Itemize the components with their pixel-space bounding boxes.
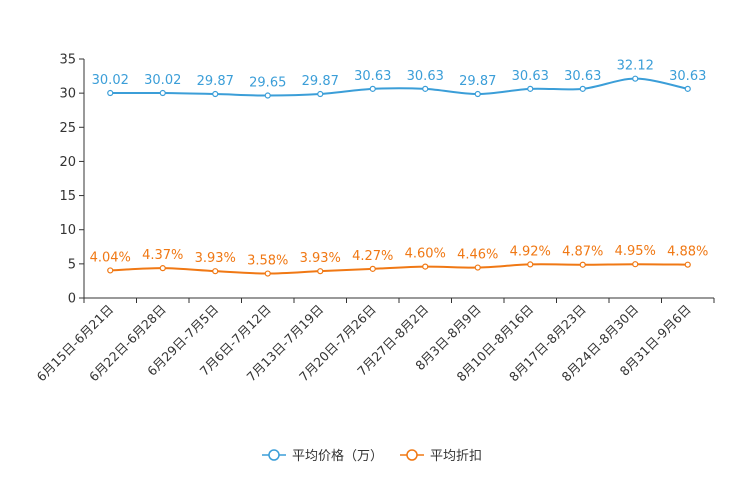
price-data-label: 29.87: [197, 74, 234, 89]
y-tick-label: 15: [59, 189, 76, 204]
price-data-label: 30.63: [512, 69, 549, 84]
discount-data-label: 4.88%: [667, 245, 708, 260]
axes: 051015202530356月15日-6月21日6月22日-6月28日6月29…: [33, 53, 715, 384]
data-labels: 30.02 30.02 29.87 29.65 29.87 30.63 30.63 29.87…: [90, 59, 709, 269]
discount-point: [369, 265, 376, 272]
discount-point: [527, 261, 534, 268]
discount-series-line: [110, 263, 688, 275]
price-series-line: [110, 77, 688, 97]
price-point: [317, 90, 324, 98]
price-point: [579, 85, 586, 92]
price-point: [632, 75, 639, 82]
legend-marker-icon: [268, 449, 280, 461]
discount-point: [264, 270, 271, 277]
discount-data-label: 4.95%: [615, 244, 656, 259]
legend-item-price[interactable]: 平均价格（万）: [262, 448, 383, 464]
legend-item-discount[interactable]: 平均折扣: [400, 449, 482, 464]
discount-point: [212, 268, 219, 275]
price-data-label: 32.12: [617, 59, 654, 74]
price-data-label: 30.63: [564, 69, 601, 84]
discount-point: [159, 265, 166, 272]
discount-point: [422, 263, 429, 270]
price-point: [527, 85, 534, 92]
price-point: [369, 85, 376, 92]
discount-data-label: 4.37%: [142, 248, 183, 263]
legend[interactable]: 平均价格（万） 平均折扣: [262, 448, 482, 464]
y-tick-label: 35: [59, 53, 76, 68]
discount-data-label: 4.46%: [457, 248, 498, 263]
legend-marker-icon: [406, 449, 418, 461]
discount-data-label: 4.92%: [510, 244, 551, 259]
price-data-label: 30.63: [354, 69, 391, 84]
y-tick-label: 5: [68, 257, 76, 272]
price-data-label: 29.87: [302, 74, 339, 89]
discount-point: [684, 261, 691, 268]
discount-data-label: 4.27%: [352, 249, 393, 264]
y-tick-label: 10: [59, 223, 76, 238]
discount-point: [579, 261, 586, 268]
discount-data-label: 4.60%: [405, 247, 446, 262]
discount-point: [107, 267, 114, 274]
y-tick-label: 25: [59, 121, 76, 136]
discount-data-label: 3.93%: [195, 251, 236, 266]
price-data-label: 30.02: [92, 73, 129, 88]
price-data-label: 30.02: [144, 73, 181, 88]
price-point: [264, 92, 271, 99]
price-point: [159, 89, 166, 97]
discount-data-label: 3.93%: [300, 251, 341, 266]
discount-point: [474, 264, 481, 271]
price-data-label: 29.65: [249, 76, 286, 91]
discount-data-label: 4.04%: [90, 250, 131, 265]
y-tick-label: 30: [59, 87, 76, 102]
discount-data-label: 3.58%: [247, 254, 288, 269]
y-tick-label: 20: [59, 155, 76, 170]
price-data-label: 30.63: [669, 69, 706, 84]
price-point: [684, 85, 691, 92]
y-tick-label: 0: [68, 292, 76, 307]
price-point: [474, 90, 481, 98]
discount-data-label: 4.87%: [562, 245, 603, 260]
series-layer: [107, 75, 691, 277]
discount-point: [632, 261, 639, 268]
price-point: [107, 89, 114, 97]
price-data-label: 30.63: [407, 69, 444, 84]
price-point: [422, 85, 429, 92]
legend-label: 平均价格（万）: [292, 448, 383, 464]
discount-point: [317, 268, 324, 275]
price-point: [212, 90, 219, 98]
price-data-label: 29.87: [459, 74, 496, 89]
legend-label: 平均折扣: [430, 449, 482, 464]
